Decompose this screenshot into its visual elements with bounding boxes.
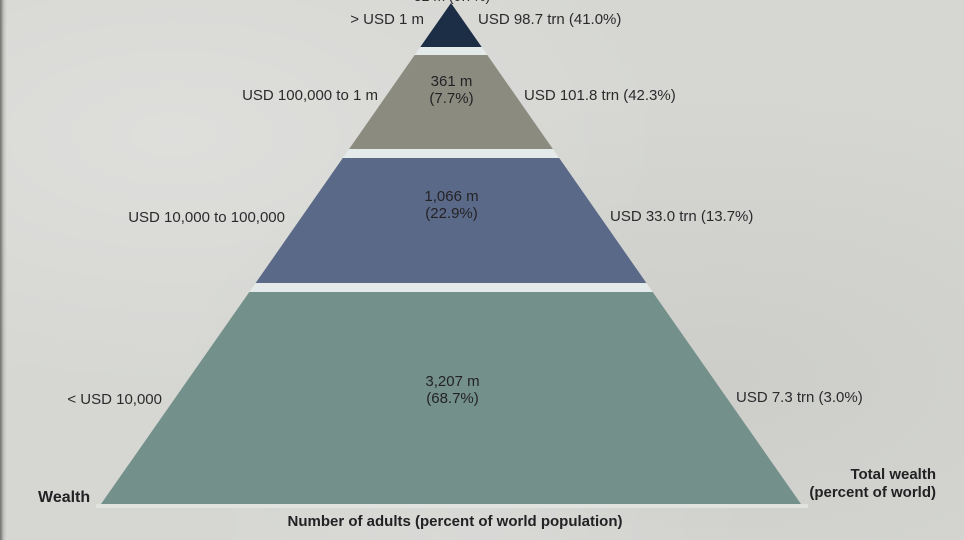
total-wealth-axis-line2: (percent of world) (809, 484, 936, 501)
tier-4-adults-count: 3,207 m (425, 373, 480, 390)
tier-2-adults-count: 361 m (430, 73, 473, 90)
adults-axis-label: Number of adults (percent of world popul… (287, 513, 623, 530)
tier-3-adults-count: 1,066 m (424, 188, 479, 205)
screenshot-left-edge (0, 0, 7, 540)
tier-4-adults-label: 3,207 m (68.7%) (392, 373, 513, 407)
tier-2-adults-label: 361 m (7.7%) (391, 73, 512, 107)
tier-2-total-wealth-label: USD 101.8 trn (42.3%) (524, 87, 676, 104)
tier-3-adults-percent: (22.9%) (425, 205, 478, 222)
tier-4-shape-under-10k (101, 292, 801, 504)
tier-3-wealth-range-label: USD 10,000 to 100,000 (128, 209, 285, 226)
apex-adults-label-text: 32 m (0.7%) (386, 0, 518, 5)
tier-4-total-wealth-label: USD 7.3 trn (3.0%) (736, 389, 863, 406)
tier-1-shape-over-1m (420, 3, 482, 47)
tier-4-adults-percent: (68.7%) (426, 390, 479, 407)
apex-adults-label-clipped: 32 m (0.7%) (386, 0, 518, 5)
tier-3-total-wealth-label: USD 33.0 trn (13.7%) (610, 208, 754, 225)
tier-2-wealth-range-label: USD 100,000 to 1 m (242, 87, 378, 104)
pyramid-baseline (96, 504, 808, 508)
tier-2-adults-percent: (7.7%) (429, 90, 474, 107)
tier-3-shape-10k-100k (255, 158, 647, 283)
tier-4-wealth-range-label: < USD 10,000 (67, 391, 162, 408)
tier-gap-2 (342, 149, 560, 158)
tier-3-adults-label: 1,066 m (22.9%) (391, 188, 512, 222)
tier-2-shape-100k-1m (349, 55, 553, 149)
total-wealth-axis-line1: Total wealth (850, 466, 936, 483)
tier-gap-3 (249, 283, 653, 292)
tier-gap-1 (414, 47, 488, 55)
total-wealth-axis-label: Total wealth (percent of world) (790, 466, 936, 502)
tier-1-total-wealth-label: USD 98.7 trn (41.0%) (478, 11, 622, 28)
wealth-axis-label: Wealth (38, 489, 91, 506)
tier-1-wealth-range-label: > USD 1 m (350, 11, 424, 28)
